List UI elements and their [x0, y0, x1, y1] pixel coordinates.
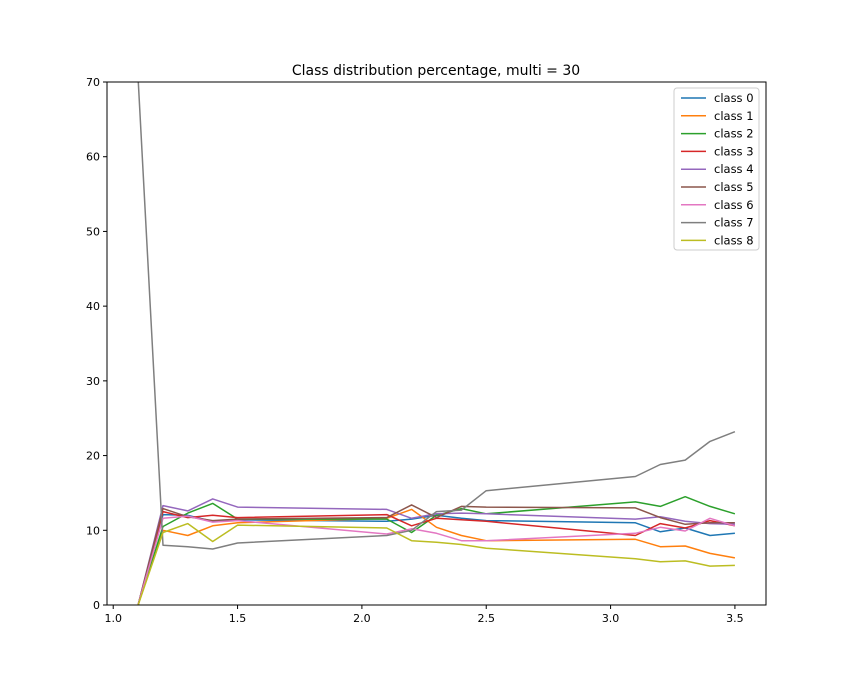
- x-tick-label: 2.0: [353, 612, 371, 625]
- x-tick-label: 1.5: [229, 612, 247, 625]
- x-tick-label: 3.5: [726, 612, 744, 625]
- legend-label: class 7: [714, 216, 754, 230]
- plot-frame: [106, 81, 767, 606]
- chart-title: Class distribution percentage, multi = 3…: [292, 63, 580, 79]
- series-line-class-2: [137, 495, 736, 605]
- y-tick-label: 60: [86, 151, 100, 164]
- legend-label: class 6: [714, 198, 754, 212]
- legend-box: [673, 87, 760, 251]
- series-line-class-1: [137, 508, 736, 605]
- series-layer: [137, 82, 736, 605]
- y-tick-label: 50: [86, 225, 100, 238]
- legend-label: class 8: [714, 233, 754, 247]
- legend-label: class 1: [714, 109, 754, 123]
- y-tick-label: 30: [86, 375, 100, 388]
- series-line-class-4: [137, 498, 735, 605]
- legend: class 0 class 1 class 2 class 3 class 4 class…: [673, 87, 760, 251]
- legend-label: class 4: [714, 162, 754, 176]
- x-axis: 1.0 1.5 2.0 2.5 3.0 3.5: [104, 605, 744, 625]
- x-tick-label: 1.0: [104, 612, 122, 625]
- y-tick-label: 20: [86, 450, 100, 463]
- y-tick-label: 0: [93, 599, 100, 612]
- series-line-class-8: [137, 522, 735, 605]
- y-axis: 0 10 20 30 40 50 60 70: [86, 76, 107, 612]
- legend-label: class 2: [714, 127, 754, 141]
- legend-label: class 5: [714, 180, 754, 194]
- series-line-class-6: [137, 515, 736, 605]
- x-tick-label: 3.0: [602, 612, 620, 625]
- series-line-class-7: [137, 82, 736, 550]
- legend-label: class 0: [714, 91, 754, 105]
- x-tick-label: 2.5: [477, 612, 495, 625]
- y-tick-label: 70: [86, 76, 100, 89]
- legend-label: class 3: [714, 144, 754, 158]
- y-tick-label: 40: [86, 300, 100, 313]
- y-tick-label: 10: [86, 524, 100, 537]
